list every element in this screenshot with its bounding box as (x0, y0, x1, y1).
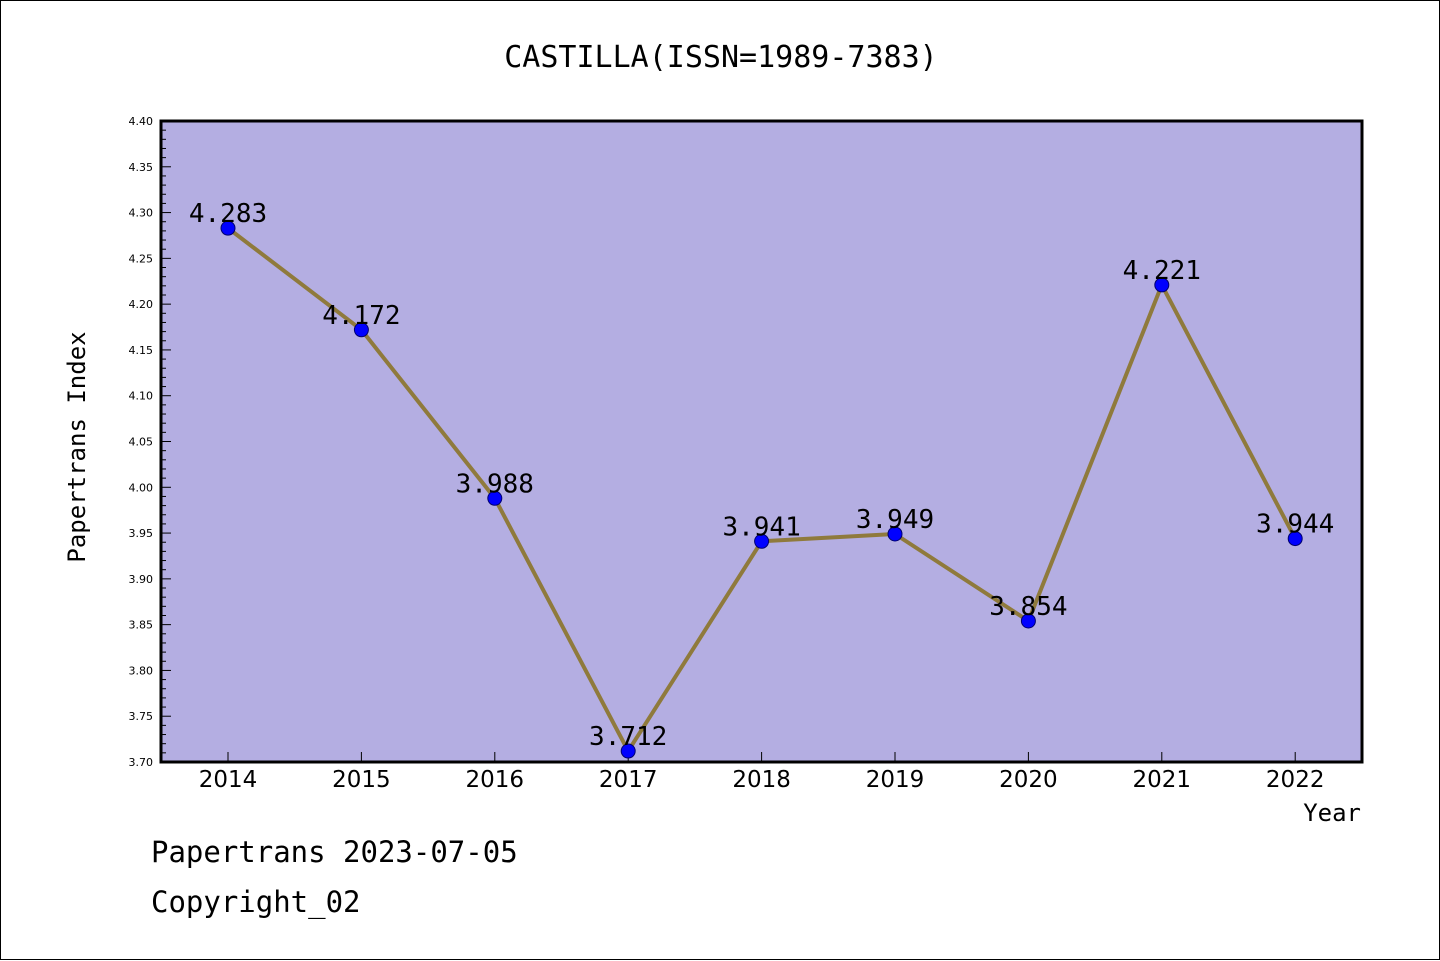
data-label: 3.941 (722, 512, 800, 542)
x-tick-label: 2016 (466, 767, 525, 793)
y-tick-label: 4.25 (129, 252, 154, 265)
series-group: 4.283 4.172 3.988 3.712 3.941 3.949 3.854 4.221… (189, 199, 1334, 759)
y-tick-label: 4.10 (129, 390, 154, 403)
y-tick-label: 3.95 (129, 527, 154, 540)
data-label: 4.221 (1123, 256, 1201, 286)
data-label: 3.712 (589, 722, 667, 752)
y-tick-label: 3.75 (129, 710, 154, 723)
x-tick-label: 2019 (866, 767, 925, 793)
y-axis: 3.70 3.75 3.80 3.85 3.90 3.95 4.00 4.05 4.10 4.15… (129, 115, 171, 769)
data-point (1287, 531, 1303, 547)
x-tick-label: 2017 (599, 767, 658, 793)
x-tick-label: 2015 (332, 767, 391, 793)
plot-area (159, 119, 1364, 764)
x-axis: 2014 2015 2016 2017 2018 2019 2020 2021 2022 (199, 752, 1325, 793)
data-label: 3.949 (856, 505, 934, 535)
y-tick-label: 4.40 (129, 115, 154, 128)
y-tick-label: 4.00 (129, 481, 154, 494)
data-label: 3.944 (1256, 510, 1334, 540)
data-point (620, 743, 636, 759)
y-axis-label: Papertrans Index (63, 331, 91, 562)
x-tick-label: 2018 (732, 767, 791, 793)
data-point (1154, 277, 1170, 293)
x-axis-label: Year (1303, 799, 1361, 827)
x-tick-label: 2022 (1266, 767, 1325, 793)
data-point (487, 490, 503, 506)
data-point (220, 220, 236, 236)
footer-date-text: Papertrans 2023-07-05 (151, 835, 518, 869)
y-tick-label: 3.80 (129, 664, 154, 677)
y-tick-label: 4.35 (129, 161, 154, 174)
data-label: 3.854 (989, 592, 1067, 622)
data-point (887, 526, 903, 542)
data-point (1020, 613, 1036, 629)
data-label: 3.988 (456, 469, 534, 499)
chart-title: CASTILLA(ISSN=1989-7383) (504, 40, 937, 75)
data-point (353, 322, 369, 338)
footer-copyright-text: Copyright_02 (151, 885, 361, 919)
y-tick-label: 4.15 (129, 344, 154, 357)
data-label: 4.172 (322, 301, 400, 331)
y-tick-label: 4.20 (129, 298, 154, 311)
data-point (754, 533, 770, 549)
x-tick-label: 2021 (1133, 767, 1192, 793)
y-tick-label: 3.85 (129, 619, 154, 632)
data-label: 4.283 (189, 199, 267, 229)
x-tick-label: 2020 (999, 767, 1058, 793)
y-tick-label: 4.05 (129, 436, 154, 449)
y-tick-label: 3.70 (129, 756, 154, 769)
x-tick-label: 2014 (199, 767, 258, 793)
y-tick-label: 4.30 (129, 207, 154, 220)
y-tick-label: 3.90 (129, 573, 154, 586)
